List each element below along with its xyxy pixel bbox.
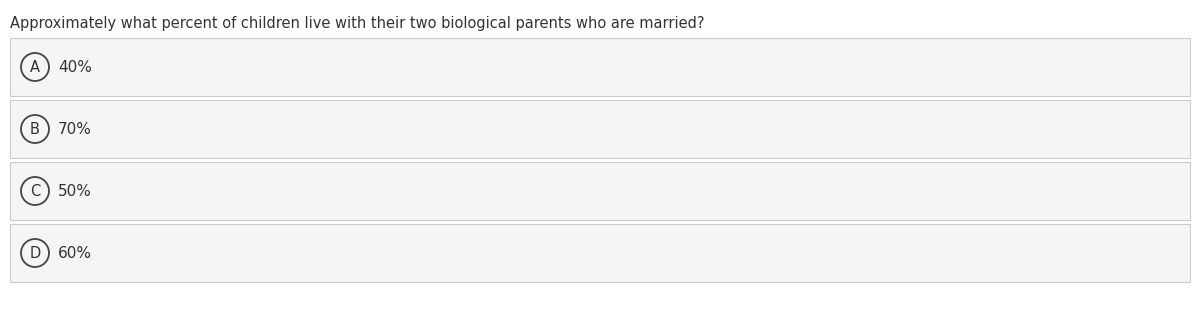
- Text: 50%: 50%: [58, 183, 92, 199]
- Bar: [10, 100, 1190, 158]
- Text: 60%: 60%: [58, 245, 92, 261]
- Bar: [10, 224, 1190, 282]
- Text: 70%: 70%: [58, 121, 92, 137]
- Text: D: D: [29, 245, 41, 261]
- Ellipse shape: [22, 53, 49, 81]
- Text: 40%: 40%: [58, 59, 92, 75]
- Ellipse shape: [22, 177, 49, 205]
- Bar: [10, 38, 1190, 96]
- Text: A: A: [30, 59, 40, 75]
- Ellipse shape: [22, 115, 49, 143]
- Ellipse shape: [22, 239, 49, 267]
- Text: B: B: [30, 121, 40, 137]
- Bar: [10, 162, 1190, 220]
- Text: C: C: [30, 183, 40, 199]
- Text: Approximately what percent of children live with their two biological parents wh: Approximately what percent of children l…: [10, 16, 704, 31]
